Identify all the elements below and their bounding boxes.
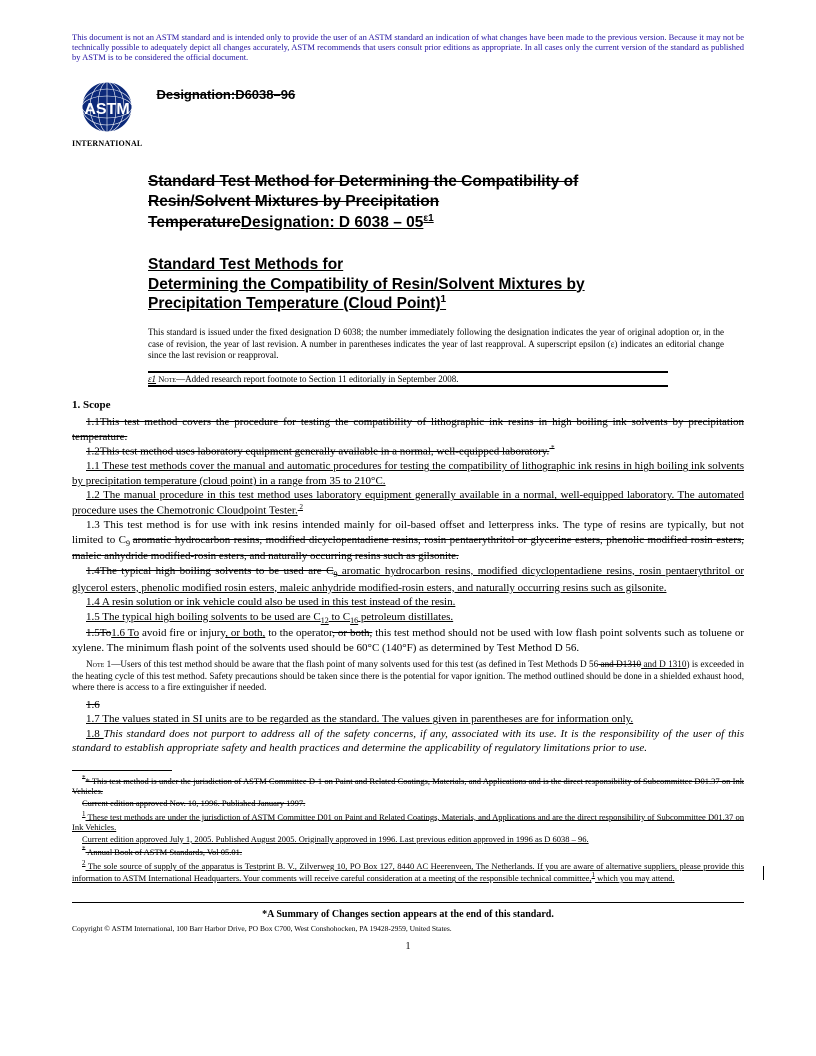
added-text: 1.2 The manual procedure in this test me… xyxy=(72,489,744,516)
footnote-sup: 1 xyxy=(441,294,447,305)
safety-caveat: This standard does not purport to addres… xyxy=(72,728,744,755)
subscript: 9 xyxy=(126,539,133,548)
footnotes: ** This test method is under the jurisdi… xyxy=(72,774,744,884)
deleted-sup: * xyxy=(549,444,554,452)
deleted-footnote: Annual Book of ASTM Standards, Vol 05.01… xyxy=(86,847,242,857)
header-row: ASTM INTERNATIONAL Designation:D6038–96 xyxy=(72,81,744,148)
deleted-text: 1.4The typical high boiling solvents to … xyxy=(86,565,333,577)
page-number: 1 xyxy=(72,941,744,952)
added-text: to C xyxy=(329,611,350,623)
title-block-old: Standard Test Method for Determining the… xyxy=(148,172,744,234)
bottom-rule xyxy=(72,902,744,903)
summary-changes-note: *A Summary of Changes section appears at… xyxy=(72,909,744,920)
title-line: Standard Test Methods for xyxy=(148,256,343,273)
body-text: avoid fire or injury xyxy=(139,627,225,639)
note-1: Note 1—Users of this test method should … xyxy=(72,659,744,694)
top-notice: This document is not an ASTM standard an… xyxy=(72,32,744,63)
issuance-statement: This standard is issued under the fixed … xyxy=(148,327,724,361)
title-line: Temperature xyxy=(148,214,241,231)
astm-logo-block: ASTM INTERNATIONAL xyxy=(72,81,142,148)
title-block-new: Standard Test Methods for Determining th… xyxy=(148,255,744,313)
note-label: Note 1 xyxy=(86,659,111,669)
deleted-text: 1.1This test method covers the procedure… xyxy=(72,416,744,443)
logo-label: INTERNATIONAL xyxy=(72,139,142,148)
subscript: 16 xyxy=(350,616,358,625)
deleted-text: 1.6 xyxy=(86,699,100,711)
title-line: Standard Test Method for Determining the… xyxy=(148,173,578,190)
deleted-text: 1.5To xyxy=(86,627,111,639)
editorial-note: ε1 Note—Added research report footnote t… xyxy=(148,374,724,384)
scope-body: 1.1This test method covers the procedure… xyxy=(72,415,744,756)
deleted-footnote: * This test method is under the jurisdic… xyxy=(72,776,744,797)
epsilon-marker: ε1 xyxy=(148,374,156,384)
added-text: 1.5 The typical high boiling solvents to… xyxy=(86,611,321,623)
footnote-separator xyxy=(72,770,172,771)
footnote-ref: 2 xyxy=(298,503,303,511)
designation-old: Designation:D6038–96 xyxy=(156,87,295,102)
added-text: 1.4 A resin solution or ink vehicle coul… xyxy=(86,596,455,608)
change-bar xyxy=(763,866,764,880)
title-line: Determining the Compatibility of Resin/S… xyxy=(148,276,585,293)
added-text: 1.7 The values stated in SI units are to… xyxy=(86,713,633,725)
section-scope-head: 1. Scope xyxy=(72,399,744,411)
deleted-footnote: Current edition approved Nov. 10, 1996. … xyxy=(82,798,305,808)
body-text: to the operator xyxy=(265,627,332,639)
astm-logo-icon: ASTM xyxy=(77,81,137,141)
subscript: 12 xyxy=(321,616,329,625)
note-text: —Users of this test method should be awa… xyxy=(111,659,598,669)
added-footnote: which you may attend. xyxy=(595,873,675,883)
title-line: Precipitation Temperature (Cloud Point) xyxy=(148,295,441,312)
deleted-text: 1.2This test method uses laboratory equi… xyxy=(86,446,549,458)
copyright: Copyright © ASTM International, 100 Barr… xyxy=(72,924,744,933)
designation-new: Designation: D 6038 – 05 xyxy=(241,214,424,231)
note-label: Note xyxy=(158,374,176,384)
double-rule xyxy=(148,371,668,373)
added-text: and D 1310 xyxy=(641,659,686,669)
double-rule xyxy=(148,385,668,387)
added-footnote: These test methods are under the jurisdi… xyxy=(72,811,744,832)
added-text: 1.6 To xyxy=(111,627,139,639)
note-text: —Added research report footnote to Secti… xyxy=(176,374,458,384)
added-text: 1.8 xyxy=(86,728,104,740)
added-footnote: Current edition approved July 1, 2005. P… xyxy=(82,834,589,844)
deleted-text: aromatic hydrocarbon resins, modified di… xyxy=(72,534,744,563)
title-line: Resin/Solvent Mixtures by Precipitation xyxy=(148,193,439,210)
svg-text:ASTM: ASTM xyxy=(85,101,130,118)
deleted-text: and D1310 xyxy=(598,659,641,669)
added-text: 1.1 These test methods cover the manual … xyxy=(72,460,744,487)
added-text: , or both, xyxy=(225,627,265,639)
added-text: petroleum distillates. xyxy=(358,611,453,623)
deleted-text: , or both, xyxy=(332,627,372,639)
epsilon-sup: ε1 xyxy=(423,213,433,224)
document-page: This document is not an ASTM standard an… xyxy=(0,0,816,972)
